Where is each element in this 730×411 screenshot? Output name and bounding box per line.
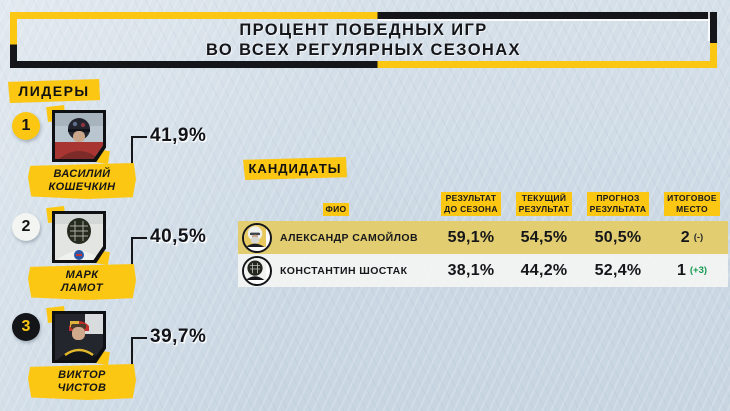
current-result: 44,2%: [520, 261, 568, 279]
column-header-final-place: ИТОГОВОЕ МЕСТО: [656, 192, 728, 216]
player-photo-frame: [52, 311, 106, 363]
forecast-result: 50,5%: [594, 228, 642, 246]
place-delta: (+3): [689, 265, 708, 276]
avatar-samoylov: [242, 222, 272, 253]
frame-border-right: [708, 12, 717, 68]
avatar-shostak: [242, 255, 272, 286]
win-percentage: 40,5%: [150, 226, 207, 247]
final-place-cell: 2 (-): [656, 229, 728, 247]
player-name-plate: ВИКТОР ЧИСТОВ: [28, 364, 136, 400]
table-row-samoylov: АЛЕКСАНДР САМОЙЛОВ 59,1% 54,5% 50,5% 2 (…: [238, 221, 728, 254]
forecast-result: 52,4%: [594, 261, 642, 279]
player-cell: КОНСТАНТИН ШОСТАК: [238, 255, 434, 286]
rank-badge: 2: [12, 213, 40, 241]
column-header-current-result: ТЕКУЩИЙ РЕЗУЛЬТАТ: [508, 192, 580, 216]
title-frame: ПРОЦЕНТ ПОБЕДНЫХ ИГР ВО ВСЕХ РЕГУЛЯРНЫХ …: [10, 12, 717, 68]
result-before-season: 38,1%: [447, 261, 495, 279]
leader-card-3: 3 ВИКТОР ЧИСТОВ 39,7%: [0, 306, 215, 406]
player-name-plate: ВАСИЛИЙ КОШЕЧКИН: [28, 163, 136, 199]
page-title-line-2: ВО ВСЕХ РЕГУЛЯРНЫХ СЕЗОНАХ: [206, 40, 521, 59]
player-cell: АЛЕКСАНДР САМОЙЛОВ: [238, 222, 434, 253]
candidate-name: АЛЕКСАНДР САМОЙЛОВ: [280, 231, 418, 244]
player-photo-frame: [52, 110, 106, 162]
player-photo-chistov: [52, 311, 106, 363]
result-before-season: 59,1%: [447, 228, 495, 246]
win-percentage: 41,9%: [150, 125, 207, 146]
leaders-section-label: ЛИДЕРЫ: [8, 79, 100, 103]
page-title-line-1: ПРОЦЕНТ ПОБЕДНЫХ ИГР: [239, 20, 488, 39]
final-place-cell: 1 (+3): [656, 262, 728, 280]
player-photo-frame: [52, 211, 106, 263]
win-percentage: 39,7%: [150, 326, 207, 347]
frame-border-left: [10, 12, 17, 68]
place-delta: (-): [693, 232, 704, 243]
candidates-section-label: КАНДИДАТЫ: [243, 157, 347, 180]
table-row-shostak: КОНСТАНТИН ШОСТАК 38,1% 44,2% 52,4% 1 (+…: [238, 254, 728, 287]
place-number: 2: [680, 228, 690, 246]
leader-card-1: 1 ВАСИЛИЙ КОШЕЧКИН 41,9%: [0, 105, 215, 205]
place-number: 1: [676, 261, 686, 279]
current-result: 54,5%: [520, 228, 568, 246]
page-title: ПРОЦЕНТ ПОБЕДНЫХ ИГР ВО ВСЕХ РЕГУЛЯРНЫХ …: [17, 19, 710, 61]
candidate-name: КОНСТАНТИН ШОСТАК: [280, 264, 408, 277]
player-name-plate: МАРК ЛАМОТ: [28, 264, 136, 300]
frame-border-top: [10, 12, 717, 21]
leader-card-2: 2 МАРК ЛАМОТ 40,5%: [0, 206, 215, 306]
column-header-name: ФИО: [238, 203, 434, 216]
candidates-table-header: ФИО РЕЗУЛЬТАТ ДО СЕЗОНА ТЕКУЩИЙ РЕЗУЛЬТА…: [238, 186, 728, 216]
rank-badge: 1: [12, 112, 40, 140]
column-header-result-before-season: РЕЗУЛЬТАТ ДО СЕЗОНА: [434, 192, 508, 216]
frame-border-bottom: [10, 61, 717, 68]
player-photo-koshechkin: [52, 110, 106, 162]
rank-badge: 3: [12, 313, 40, 341]
column-header-forecast: ПРОГНОЗ РЕЗУЛЬТАТА: [580, 192, 656, 216]
player-photo-lamot: [52, 211, 106, 263]
